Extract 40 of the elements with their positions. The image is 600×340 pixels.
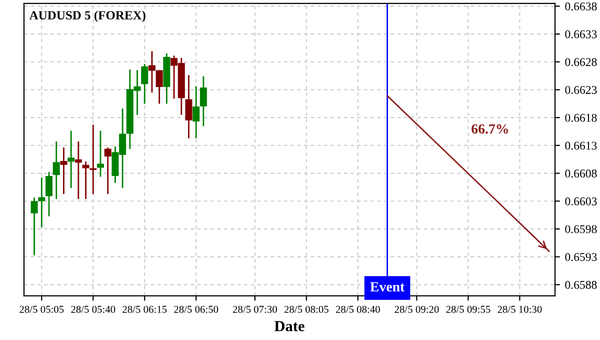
y-tick-label: 0.6588 [565, 280, 597, 289]
x-tick-label: 28/5 09:20 [394, 306, 439, 313]
candlestick [38, 178, 46, 228]
x-tick-label: 28/5 06:50 [174, 306, 218, 313]
ref-line-label: Event [370, 282, 405, 292]
candlestick [68, 130, 75, 188]
x-tick-label: 28/5 05:05 [20, 306, 64, 313]
text: AUDUSD 5 (FOREX) [29, 10, 146, 22]
candlestick [96, 130, 104, 177]
candlestick [52, 141, 60, 200]
y-tick-label: 0.6638 [565, 2, 597, 10]
candlestick [90, 124, 97, 194]
candlestick [192, 86, 200, 138]
x-tick-label: 28/5 05:40 [71, 306, 116, 313]
y-tick-label: 0.6633 [565, 30, 597, 38]
x-tick-label: 28/5 07:30 [232, 306, 277, 313]
x-tick-label: 28/5 10:30 [498, 306, 542, 313]
candlestick [104, 148, 112, 194]
candlestick [185, 75, 192, 138]
candlestick [46, 172, 52, 216]
candlestick [82, 161, 90, 200]
candlestick [60, 148, 68, 194]
y-tick-label: 0.6628 [565, 58, 597, 66]
y-tick-label: 0.6613 [565, 142, 597, 150]
candlestick [74, 141, 82, 200]
x-tick-label: 28/5 09:55 [446, 306, 490, 313]
x-tick-label: 28/5 06:15 [122, 306, 167, 313]
y-tick-label: 0.6593 [565, 253, 597, 262]
candlestick [141, 64, 148, 104]
y-tick-label: 0.6598 [565, 225, 597, 234]
y-tick-label: 0.6618 [565, 114, 597, 122]
x-axis-title: Date [274, 321, 304, 332]
y-tick-label: 0.6608 [565, 170, 597, 178]
x-tick-label: 28/5 08:05 [284, 306, 328, 313]
candlestick [200, 76, 207, 126]
x-tick-label: 28/5 08:40 [336, 306, 380, 313]
candlestick [30, 198, 38, 256]
y-tick-label: 0.6603 [565, 197, 597, 206]
annotation: 66.7% [472, 124, 508, 134]
y-tick-label: 0.6623 [565, 86, 597, 94]
